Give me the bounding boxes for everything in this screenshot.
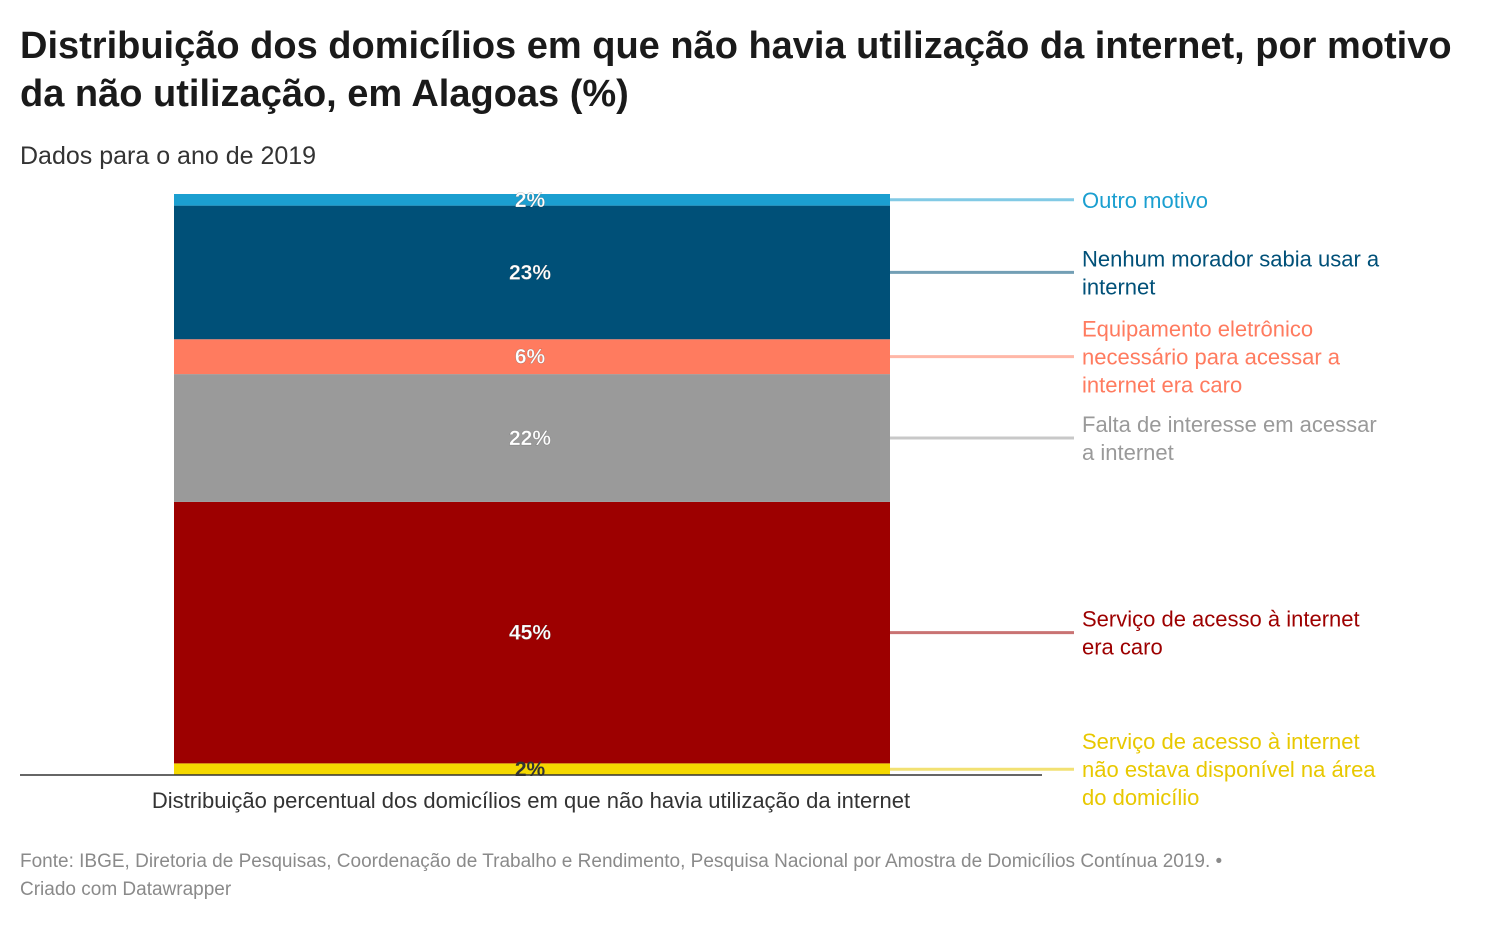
segment-label-servi-o-de-acesso-internet-era: 45% (509, 622, 551, 645)
bar-segment-outro-motivo (174, 194, 890, 206)
chart-title: Distribuição dos domicílios em que não h… (20, 25, 1452, 115)
legend-leader-lines (890, 198, 1074, 771)
bar-segment-nenhum-morador-sabia-usar-a-in (174, 205, 890, 340)
legend-label-servi-o-de-acesso-internet-era: Serviço de acesso à internet era caro (1082, 607, 1360, 660)
source-note: Fonte: IBGE, Diretoria de Pesquisas, Coo… (20, 851, 1211, 872)
bar-segments (174, 194, 890, 775)
stacked-bar-chart: 2% 45% 22% 6% 23% 2% Serviço de acesso à inte… (20, 188, 1380, 813)
segment-label-nenhum-morador-sabia-usar-a-in: 23% (509, 261, 551, 284)
segment-label-servi-o-de-acesso-internet-n-o: 2% (515, 758, 546, 781)
bar-segment-equipamento-eletr-nico-necess (174, 339, 890, 375)
direct-legend: Serviço de acesso à internet não estava d… (1082, 188, 1380, 810)
legend-label-nenhum-morador-sabia-usar-a-in: Nenhum morador sabia usar a internet (1082, 246, 1380, 299)
segment-label-falta-de-interesse-em-acessar: 22% (509, 427, 551, 450)
legend-label-equipamento-eletr-nico-necess: Equipamento eletrônico necessário para ac… (1082, 317, 1341, 398)
legend-label-outro-motivo: Outro motivo (1082, 188, 1208, 213)
category-label: Distribuição percentual dos domicílios e… (152, 788, 910, 813)
bar-segment-servi-o-de-acesso-internet-era (174, 501, 890, 764)
legend-label-servi-o-de-acesso-internet-n-o: Serviço de acesso à internet não estava d… (1082, 729, 1376, 810)
chart-subtitle: Dados para o ano de 2019 (20, 142, 317, 170)
bar-segment-falta-de-interesse-em-acessar (174, 374, 890, 502)
credit-note: Criado com Datawrapper (20, 879, 232, 900)
segment-label-outro-motivo: 2% (515, 189, 546, 212)
footer-separator: • (1210, 851, 1223, 872)
bar-segment-servi-o-de-acesso-internet-n-o (174, 763, 890, 775)
legend-label-falta-de-interesse-em-acessar: Falta de interesse em acessar a internet (1082, 412, 1377, 465)
chart-footer: Fonte: IBGE, Diretoria de Pesquisas, Coo… (20, 848, 1480, 904)
segment-label-equipamento-eletr-nico-necess: 6% (515, 346, 546, 369)
